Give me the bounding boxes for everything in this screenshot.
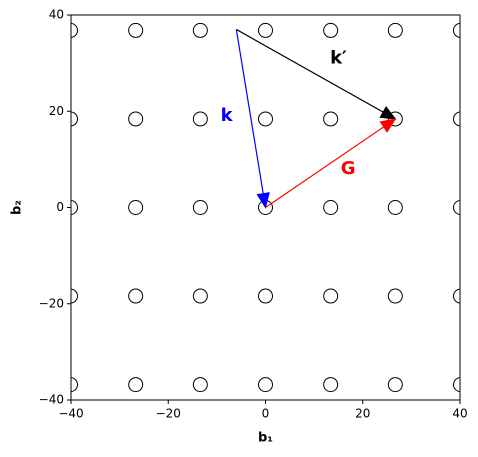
arrow-head xyxy=(379,118,397,133)
x-axis-label: b₁ xyxy=(258,431,273,446)
vector-label: G xyxy=(341,158,356,179)
lattice-point xyxy=(452,288,460,304)
y-tick-label: 20 xyxy=(49,104,64,118)
lattice-point xyxy=(452,200,460,215)
x-tick-label: −20 xyxy=(156,407,181,421)
lattice-point xyxy=(71,288,79,304)
lattice-point xyxy=(323,111,339,127)
plot-area xyxy=(71,22,460,393)
lattice-point xyxy=(258,111,273,127)
x-tick-label: −40 xyxy=(58,407,83,421)
lattice-point xyxy=(128,111,144,127)
lattice-point xyxy=(387,111,403,127)
lattice-point xyxy=(258,377,273,393)
lattice-point xyxy=(387,288,403,304)
lattice-point xyxy=(71,200,79,215)
lattice-point xyxy=(128,288,144,304)
y-tick-label: 0 xyxy=(56,200,64,214)
lattice-point xyxy=(323,200,339,215)
lattice-point xyxy=(71,111,79,127)
vector-label: k′ xyxy=(330,47,347,68)
lattice-point xyxy=(192,377,208,393)
lattice-point xyxy=(192,22,208,38)
lattice-point xyxy=(192,111,208,127)
lattice-point xyxy=(323,22,339,38)
lattice-point xyxy=(387,200,403,215)
lattice-point xyxy=(128,200,144,215)
lattice-point xyxy=(128,22,144,38)
arrow-head xyxy=(379,105,397,120)
lattice-point xyxy=(128,377,144,393)
lattice-point xyxy=(387,377,403,393)
y-tick-label: −40 xyxy=(39,393,64,407)
y-tick-label: 40 xyxy=(49,8,64,22)
lattice-point xyxy=(452,22,460,38)
arrow-head xyxy=(256,192,270,209)
arrow-shaft xyxy=(235,29,264,194)
lattice-point xyxy=(452,377,460,393)
lattice-point xyxy=(258,288,273,304)
lattice-point xyxy=(323,377,339,393)
lattice-point xyxy=(323,288,339,304)
arrow-shaft xyxy=(236,28,384,113)
lattice-point xyxy=(258,22,273,38)
lattice-point xyxy=(387,22,403,38)
vector-label: k xyxy=(221,105,234,126)
lattice-point xyxy=(192,288,208,304)
x-tick-label: 40 xyxy=(452,407,467,421)
arrow-shaft xyxy=(265,126,385,208)
lattice-point xyxy=(71,22,79,38)
x-tick-label: 20 xyxy=(355,407,370,421)
lattice-point xyxy=(71,377,79,393)
lattice-point xyxy=(452,111,460,127)
y-axis-label: b₂ xyxy=(10,200,25,215)
x-tick-label: 0 xyxy=(262,407,270,421)
lattice-point xyxy=(192,200,208,215)
y-tick-label: −20 xyxy=(39,296,64,310)
